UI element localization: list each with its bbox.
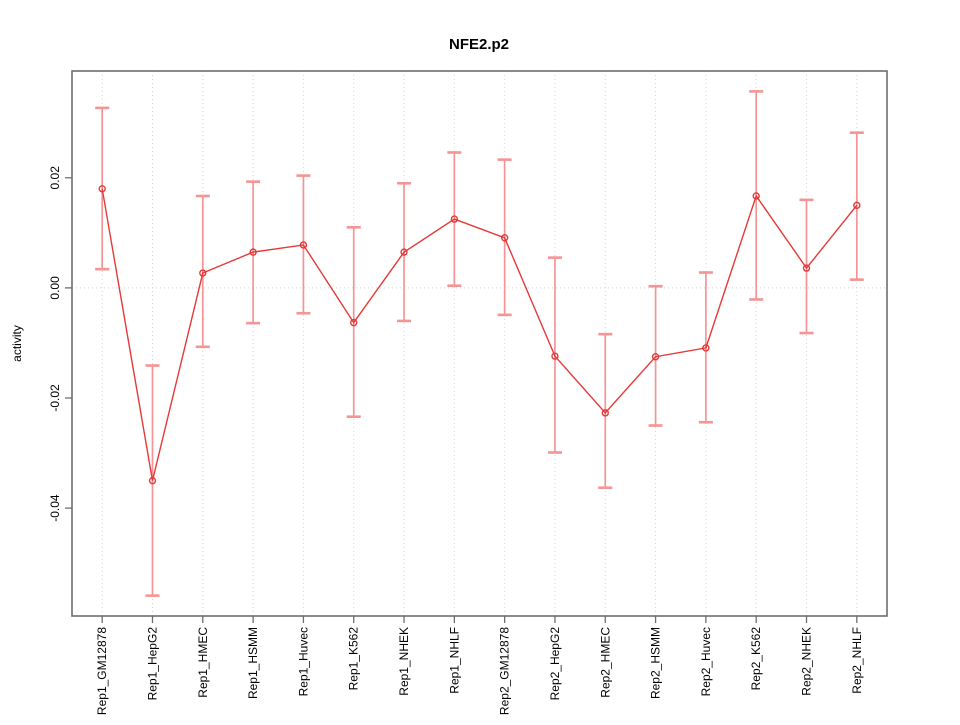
series-line (101, 188, 858, 481)
x-tick-label: Rep2_HepG2 (548, 627, 562, 701)
data-point-marker (199, 269, 207, 277)
x-tick-label: Rep2_K562 (749, 627, 763, 691)
data-point-marker (752, 192, 760, 200)
x-tick-label: Rep1_NHEK (397, 627, 411, 696)
x-tick-label: Rep1_HepG2 (145, 627, 159, 701)
data-point-marker (802, 264, 811, 272)
x-tick-label: Rep2_HSMM (649, 627, 663, 699)
data-point-marker (702, 344, 710, 352)
data-point-marker (98, 185, 106, 193)
x-tick-label: Rep1_HMEC (196, 627, 210, 698)
x-tick-label: Rep1_NHLF (447, 627, 461, 694)
gridlines (72, 71, 887, 616)
data-point-marker (299, 241, 308, 249)
error-bars (95, 90, 864, 597)
y-tick-label: -0.04 (48, 494, 62, 522)
plot-border (71, 70, 888, 617)
data-point-marker (601, 409, 609, 417)
x-tick-label: Rep1_Huvec (296, 627, 310, 696)
data-point-marker (148, 476, 157, 485)
x-tick-label: Rep2_HMEC (598, 627, 612, 698)
x-tick-label: Rep2_GM12878 (498, 627, 512, 715)
x-tick-label: Rep1_GM12878 (95, 627, 109, 715)
x-tick-label: Rep2_Huvec (699, 627, 713, 696)
data-points (98, 185, 861, 485)
y-tick-label: 0.02 (48, 166, 62, 190)
x-tick-label: Rep1_K562 (347, 627, 361, 691)
axes: -0.04 -0.02 0.00 0.02 Rep1_GM12878 Rep1_HepG2… (48, 70, 888, 715)
data-point-marker (651, 353, 660, 361)
data-point-marker (350, 318, 358, 327)
data-point-marker (551, 352, 559, 360)
data-point-marker (249, 248, 257, 256)
y-axis-label: activity (10, 325, 24, 362)
series-polyline (101, 188, 858, 481)
data-point-marker (450, 215, 459, 223)
data-point-marker (500, 234, 509, 242)
y-tick-label: 0.00 (48, 276, 62, 300)
data-point-marker (400, 248, 408, 256)
x-tick-label: Rep1_HSMM (246, 627, 260, 699)
data-point-marker (853, 201, 861, 210)
x-tick-label: Rep2_NHEK (800, 627, 814, 696)
y-tick-label: -0.02 (48, 384, 62, 412)
x-tick-label: Rep2_NHLF (850, 627, 864, 694)
chart-title: NFE2.p2 (449, 36, 509, 53)
